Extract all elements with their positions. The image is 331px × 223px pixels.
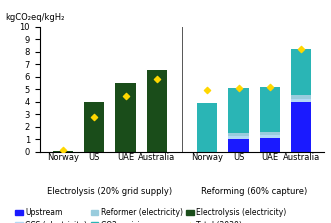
Legend: Upstream, CCS (electricity), Reformer (electricity), CO2 emisisons, Electrolysis: Upstream, CCS (electricity), Reformer (e… [15, 208, 287, 223]
Bar [53, 151, 73, 152]
Bar [260, 132, 280, 135]
Point [205, 89, 210, 92]
Text: kgCO₂eq/kgH₂: kgCO₂eq/kgH₂ [6, 13, 65, 22]
Point [60, 149, 66, 152]
Bar [260, 87, 280, 132]
Bar [84, 102, 104, 152]
Bar [116, 83, 136, 152]
Bar [228, 136, 249, 138]
Bar [291, 49, 311, 95]
Bar [228, 138, 249, 152]
Bar [260, 135, 280, 138]
Point [154, 77, 160, 80]
Point [267, 85, 272, 89]
Bar [291, 99, 311, 102]
Text: Electrolysis (20% grid supply): Electrolysis (20% grid supply) [47, 187, 172, 196]
Bar [228, 88, 249, 133]
Bar [291, 95, 311, 99]
Point [236, 86, 241, 90]
Bar [197, 103, 217, 152]
Point [299, 47, 304, 51]
Text: Reforming (60% capture): Reforming (60% capture) [201, 187, 307, 196]
Bar [260, 138, 280, 152]
Point [123, 94, 128, 98]
Bar [147, 70, 167, 152]
Point [92, 115, 97, 118]
Bar [228, 133, 249, 136]
Bar [291, 102, 311, 152]
